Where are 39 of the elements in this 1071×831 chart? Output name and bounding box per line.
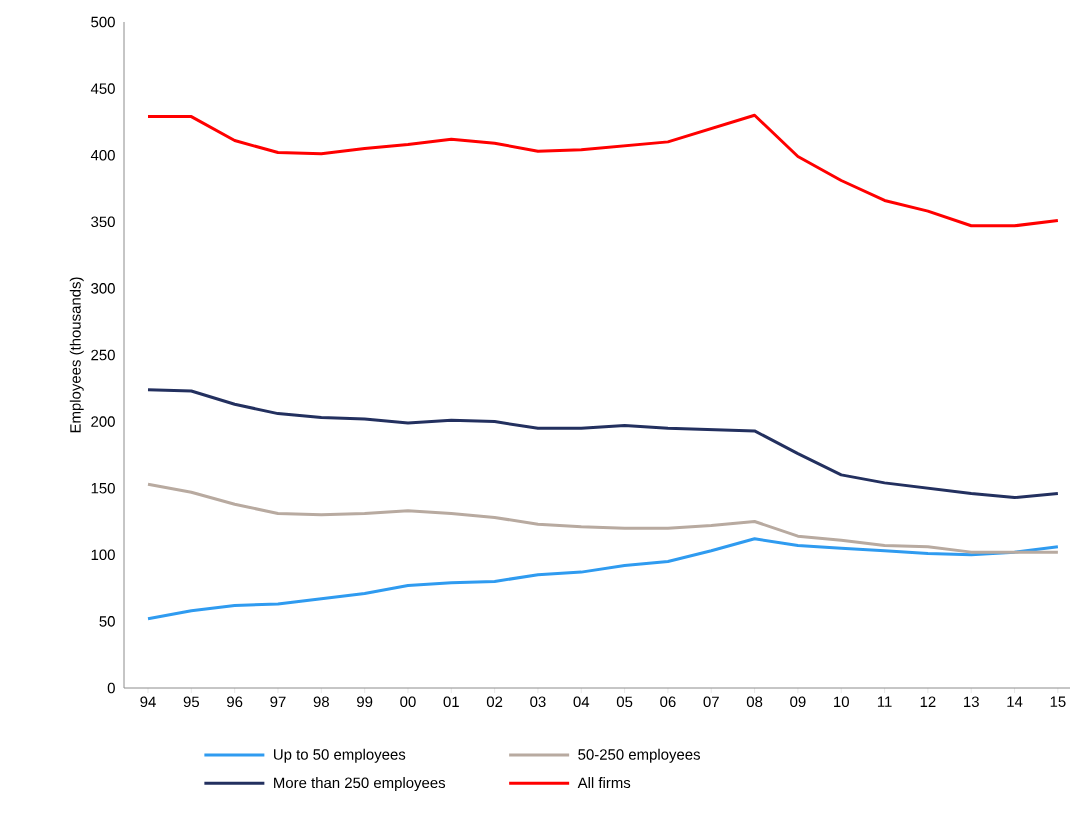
- x-tick-label: 99: [357, 696, 373, 708]
- x-tick-label: 98: [313, 696, 329, 708]
- y-axis-title: Employees (thousands): [69, 277, 84, 433]
- y-tick-label: 300: [91, 283, 115, 294]
- legend-label: More than 250 employees: [274, 777, 446, 792]
- x-tick-label: 14: [1007, 696, 1023, 707]
- legend-label: All firms: [577, 777, 631, 789]
- x-tick-label: 97: [270, 696, 286, 708]
- y-tick-label: 400: [90, 149, 115, 161]
- x-tick-label: 08: [746, 696, 763, 708]
- x-tick-label: 09: [790, 696, 806, 708]
- y-tick-label: 100: [91, 549, 115, 561]
- x-tick-label: 01: [443, 696, 459, 708]
- x-tick-label: 11: [877, 696, 892, 707]
- y-tick-label: 150: [91, 482, 115, 494]
- line-series: [146, 537, 1060, 621]
- x-tick-label: 03: [530, 696, 546, 708]
- y-tick-label: 450: [90, 83, 115, 94]
- x-tick-label: 04: [573, 696, 590, 708]
- x-tick-label: 05: [616, 696, 633, 708]
- x-tick-label: 07: [703, 696, 719, 708]
- x-tick-label: 12: [920, 696, 936, 707]
- legend-label: 50-250 employees: [578, 748, 700, 763]
- y-tick-label: 350: [91, 216, 115, 228]
- x-tick-label: 10: [834, 696, 849, 708]
- y-tick-label: 50: [99, 616, 115, 627]
- y-tick-label: 250: [91, 349, 115, 361]
- y-tick-label: 500: [91, 16, 115, 28]
- x-tick-label: 95: [183, 696, 200, 708]
- x-tick-label: 06: [660, 696, 676, 708]
- y-tick-label: 0: [107, 682, 115, 694]
- legend-label: Up to 50 employees: [274, 748, 406, 763]
- x-tick-label: 13: [964, 696, 979, 708]
- x-tick-label: 94: [140, 696, 156, 708]
- y-tick-label: 200: [91, 416, 115, 427]
- x-tick-label: 00: [400, 696, 416, 708]
- x-tick-label: 02: [486, 696, 503, 708]
- x-tick-label: 96: [227, 696, 243, 708]
- x-tick-label: 15: [1050, 696, 1066, 707]
